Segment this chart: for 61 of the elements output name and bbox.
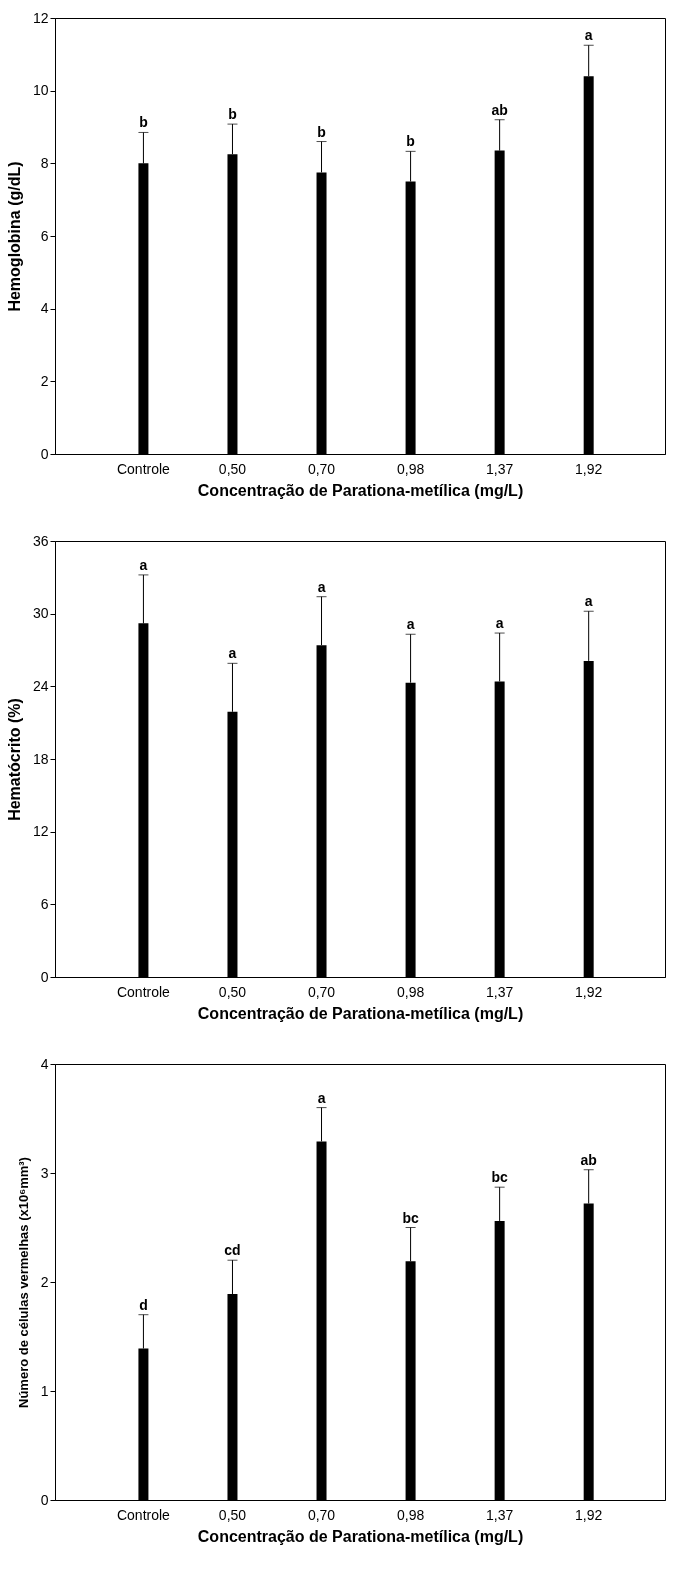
annotation: a	[317, 1089, 326, 1106]
x-tick-label: 0,50	[218, 983, 247, 1000]
x-tick-label: 0,50	[218, 460, 247, 477]
y-tick-label: 18	[32, 750, 49, 767]
y-tick-label: 0	[40, 1491, 49, 1508]
y-tick-label: 6	[40, 895, 49, 912]
y-tick-label: 6	[40, 227, 49, 244]
y-tick-label: 4	[40, 300, 49, 317]
y-tick-label: 12	[32, 823, 49, 840]
y-tick-label: 4	[40, 1055, 49, 1072]
annotation: a	[584, 593, 593, 610]
x-tick-label: 0,70	[307, 460, 336, 477]
x-tick-label: 1,92	[575, 1506, 603, 1523]
y-tick-label: 8	[40, 154, 49, 171]
x-tick-label: 0,98	[396, 1506, 425, 1523]
x-tick-label: 0,98	[396, 983, 425, 1000]
annotation: b	[139, 114, 148, 131]
y-tick-label: 2	[40, 372, 49, 389]
x-tick-label: Controle	[116, 983, 171, 1000]
x-tick-label: 0,70	[307, 1506, 336, 1523]
x-tick-label: 0,50	[218, 1506, 247, 1523]
y-tick-label: 1	[40, 1382, 49, 1399]
y-tick-label: 0	[40, 445, 49, 462]
annotation: b	[228, 106, 237, 123]
x-tick-label: 1,92	[575, 460, 603, 477]
annotation: a	[228, 645, 237, 662]
x-axis-title: Concentração de Parationa-metílica (mg/L)	[197, 1527, 524, 1545]
annotation: bc	[491, 1169, 509, 1186]
y-tick-label: 0	[40, 968, 49, 985]
x-axis-title: Concentração de Parationa-metílica (mg/L)	[197, 1004, 524, 1022]
y-tick-label: 3	[40, 1164, 49, 1181]
x-tick-label: 0,70	[307, 983, 336, 1000]
y-axis-title: Número de células vermelhas (x10⁶mm³)	[15, 1157, 31, 1408]
annotation: a	[406, 616, 415, 633]
annotation: ab	[580, 1151, 597, 1168]
annotation: cd	[224, 1242, 241, 1259]
annotation: a	[584, 27, 593, 44]
x-tick-label: Controle	[116, 1506, 171, 1523]
y-axis-title: Hemoglobina (g/dL)	[5, 161, 23, 312]
y-tick-label: 2	[40, 1273, 49, 1290]
y-axis-title: Hematócrito (%)	[5, 698, 23, 821]
annotation: d	[139, 1296, 148, 1313]
x-tick-label: 1,37	[486, 460, 514, 477]
annotation: bc	[402, 1209, 419, 1226]
annotation: ab	[491, 101, 508, 118]
annotation: a	[495, 615, 504, 632]
y-tick-label: 30	[32, 605, 49, 622]
y-tick-label: 10	[32, 82, 49, 99]
annotation: a	[317, 578, 326, 595]
y-tick-label: 24	[32, 677, 49, 694]
x-axis-title: Concentração de Parationa-metílica (mg/L)	[197, 481, 524, 499]
annotation: b	[317, 123, 326, 140]
x-tick-label: 1,37	[486, 983, 514, 1000]
y-tick-label: 36	[32, 532, 49, 549]
x-tick-label: 1,92	[575, 983, 603, 1000]
annotation: b	[406, 133, 415, 150]
x-tick-label: 1,37	[486, 1506, 514, 1523]
x-tick-label: Controle	[116, 460, 171, 477]
x-tick-label: 0,98	[396, 460, 425, 477]
annotation: a	[139, 556, 148, 573]
y-tick-label: 12	[32, 9, 49, 26]
